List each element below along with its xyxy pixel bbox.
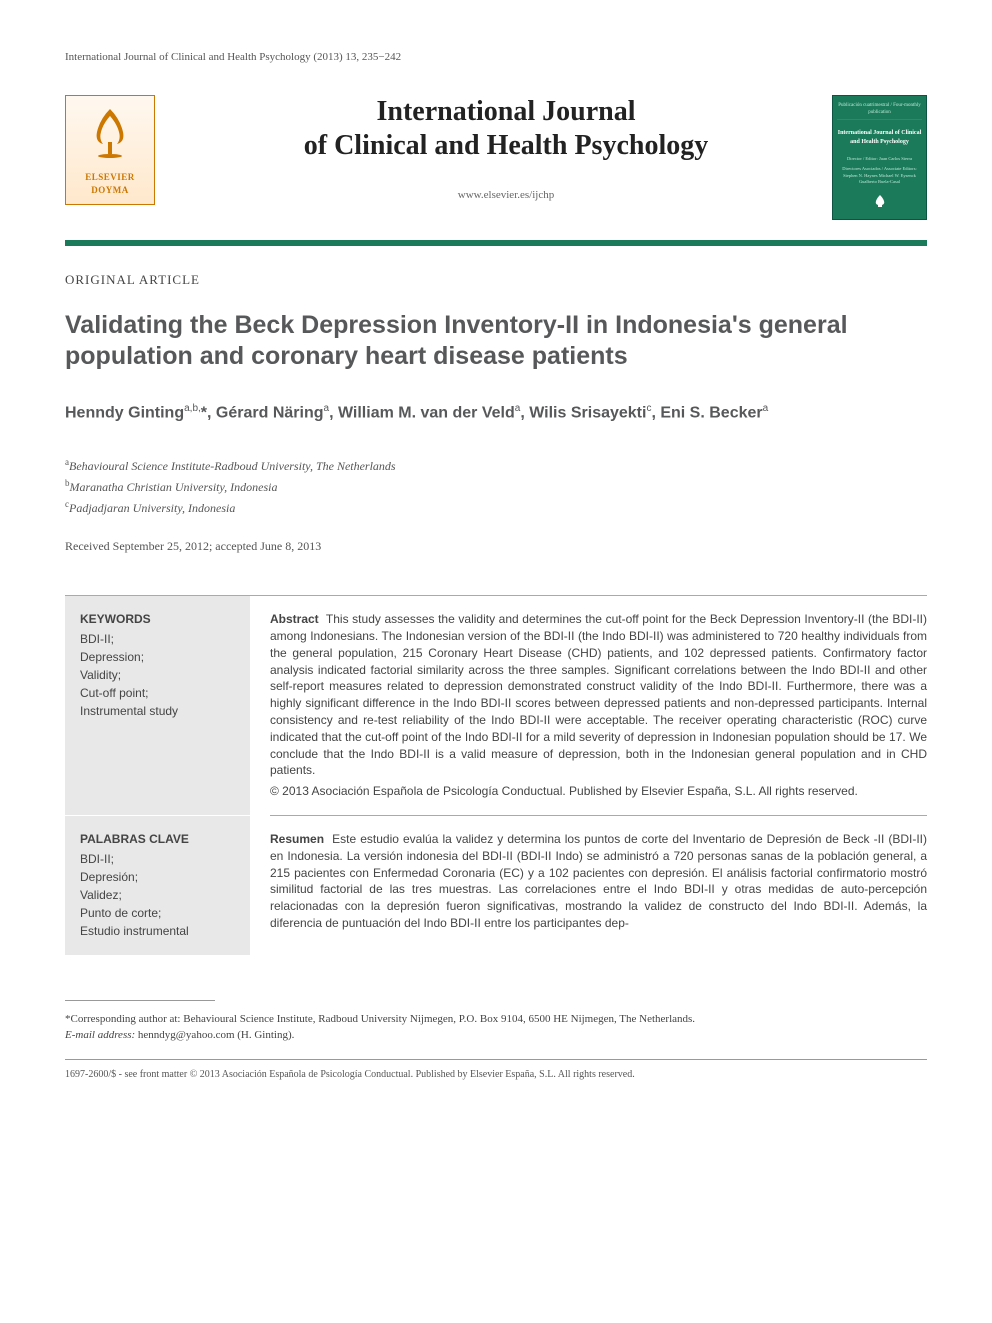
article-type: ORIGINAL ARTICLE	[65, 271, 927, 289]
cover-logo-icon	[873, 194, 887, 213]
cover-top-text: Publicación cuatrimestral / Four-monthly…	[837, 102, 922, 120]
masthead: ELSEVIER DOYMA International Journal of …	[65, 85, 927, 235]
cover-assoc-editors: Directores Asociados / Associate Editors…	[837, 166, 922, 185]
publisher-name: ELSEVIER DOYMA	[66, 171, 154, 196]
cover-title: International Journal of Clinical and He…	[837, 129, 922, 146]
email-address: henndyg@yahoo.com (H. Ginting).	[138, 1029, 294, 1041]
abstract-copyright-en: © 2013 Asociación Española de Psicología…	[270, 783, 927, 800]
authors: Henndy Gintinga,b,*, Gérard Näringa, Wil…	[65, 402, 927, 425]
keywords-head-es: PALABRAS CLAVE	[80, 831, 235, 848]
journal-cover-thumbnail: Publicación cuatrimestral / Four-monthly…	[832, 95, 927, 220]
keywords-en: KEYWORDS BDI-II;Depression;Validity;Cut-…	[65, 596, 250, 815]
email-line: E-mail address: henndyg@yahoo.com (H. Gi…	[65, 1027, 927, 1044]
footnote-rule	[65, 1000, 215, 1001]
article-title: Validating the Beck Depression Inventory…	[65, 310, 927, 373]
article-dates: Received September 25, 2012; accepted Ju…	[65, 538, 927, 555]
journal-title-block: International Journal of Clinical and He…	[180, 95, 832, 203]
keywords-list-es: BDI-II;Depresión;Validez;Punto de corte;…	[80, 850, 235, 940]
abstract-block-es: PALABRAS CLAVE BDI-II;Depresión;Validez;…	[65, 816, 927, 955]
bottom-rule	[65, 1059, 927, 1060]
journal-url: www.elsevier.es/ijchp	[180, 188, 832, 203]
abstract-text-es: Resumen Este estudio evalúa la validez y…	[250, 816, 927, 955]
keywords-es: PALABRAS CLAVE BDI-II;Depresión;Validez;…	[65, 816, 250, 955]
affiliations: aBehavioural Science Institute-Radboud U…	[65, 455, 927, 519]
abstract-head-en: Abstract	[270, 612, 319, 626]
abstract-block-en: KEYWORDS BDI-II;Depression;Validity;Cut-…	[65, 595, 927, 815]
abstract-text-en: Abstract This study assesses the validit…	[250, 596, 927, 815]
header-rule	[65, 240, 927, 246]
elsevier-logo: ELSEVIER DOYMA	[65, 95, 155, 205]
email-label: E-mail address:	[65, 1029, 135, 1041]
journal-title-line2: of Clinical and Health Psychology	[180, 129, 832, 163]
journal-title-line1: International Journal	[180, 95, 832, 129]
corresponding-author: *Corresponding author at: Behavioural Sc…	[65, 1011, 927, 1028]
abstract-head-es: Resumen	[270, 832, 324, 846]
abstract-body-es: Este estudio evalúa la validez y determi…	[270, 832, 927, 930]
keywords-head-en: KEYWORDS	[80, 611, 235, 628]
tree-icon	[85, 104, 135, 167]
footnotes: *Corresponding author at: Behavioural Sc…	[65, 1011, 927, 1044]
issn-line: 1697-2600/$ - see front matter © 2013 As…	[65, 1068, 927, 1082]
running-header: International Journal of Clinical and He…	[65, 50, 927, 65]
abstract-body-en: This study assesses the validity and det…	[270, 612, 927, 777]
cover-director: Director / Editor: Juan Carlos Sierra	[847, 156, 912, 162]
keywords-list-en: BDI-II;Depression;Validity;Cut-off point…	[80, 630, 235, 720]
